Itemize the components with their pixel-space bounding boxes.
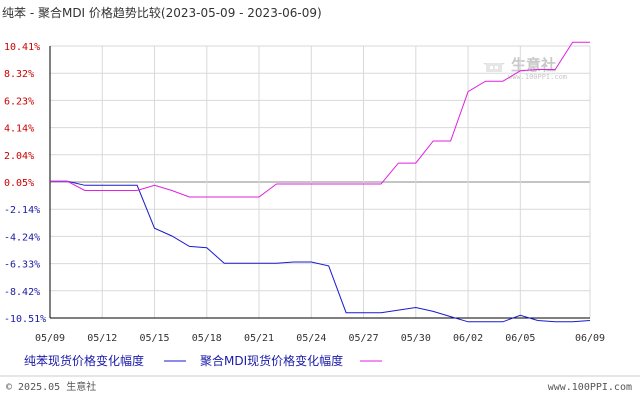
chart-title: 纯苯 - 聚合MDI 价格趋势比较(2023-05-09 - 2023-06-0…: [2, 5, 322, 20]
plot-area: 10.41% 8.32% 6.23% 4.14% 2.04% 0.05% -2.14% -4.…: [4, 41, 605, 344]
x-tick-label: 05/18: [192, 333, 222, 344]
watermark-logo: 生意社 www.100PPI.com: [483, 56, 567, 81]
x-tick-label: 05/24: [296, 333, 326, 344]
x-tick-label: 06/02: [453, 333, 483, 344]
y-tick-label: 8.32%: [4, 69, 34, 80]
legend-label-series-2: 聚合MDI现货价格变化幅度: [200, 353, 343, 368]
x-tick-label: 05/21: [244, 333, 274, 344]
y-tick-label: -10.51%: [4, 314, 46, 325]
house-icon: [483, 63, 505, 72]
x-tick-label: 06/05: [505, 333, 535, 344]
watermark-url: www.100PPI.com: [508, 73, 567, 81]
x-tick-label: 05/27: [348, 333, 378, 344]
series-line-2: [50, 41, 590, 198]
x-tick-label: 05/09: [35, 333, 65, 344]
y-tick-label: 0.05%: [4, 178, 34, 189]
series-line-1: [50, 180, 591, 323]
y-tick-label: -4.24%: [4, 232, 40, 243]
x-tick-label: 05/15: [139, 333, 169, 344]
y-tick-label: 10.41%: [4, 42, 40, 53]
y-tick-label: -8.42%: [4, 287, 40, 298]
footer-url[interactable]: www.100PPI.com: [548, 382, 632, 393]
y-tick-label: 2.04%: [4, 151, 34, 162]
y-tick-label: -6.33%: [4, 260, 40, 271]
legend-label-series-1: 纯苯现货价格变化幅度: [24, 353, 144, 368]
y-tick-label: -2.14%: [4, 205, 40, 216]
x-tick-label: 05/30: [401, 333, 431, 344]
y-tick-label: 4.14%: [4, 124, 34, 135]
y-tick-label: 6.23%: [4, 96, 34, 107]
x-tick-label: 06/09: [575, 333, 605, 344]
legend: 纯苯现货价格变化幅度 聚合MDI现货价格变化幅度: [24, 353, 382, 368]
watermark-name: 生意社: [511, 56, 556, 74]
x-tick-label: 05/12: [87, 333, 117, 344]
footer-copyright: © 2025.05 生意社: [6, 380, 96, 393]
